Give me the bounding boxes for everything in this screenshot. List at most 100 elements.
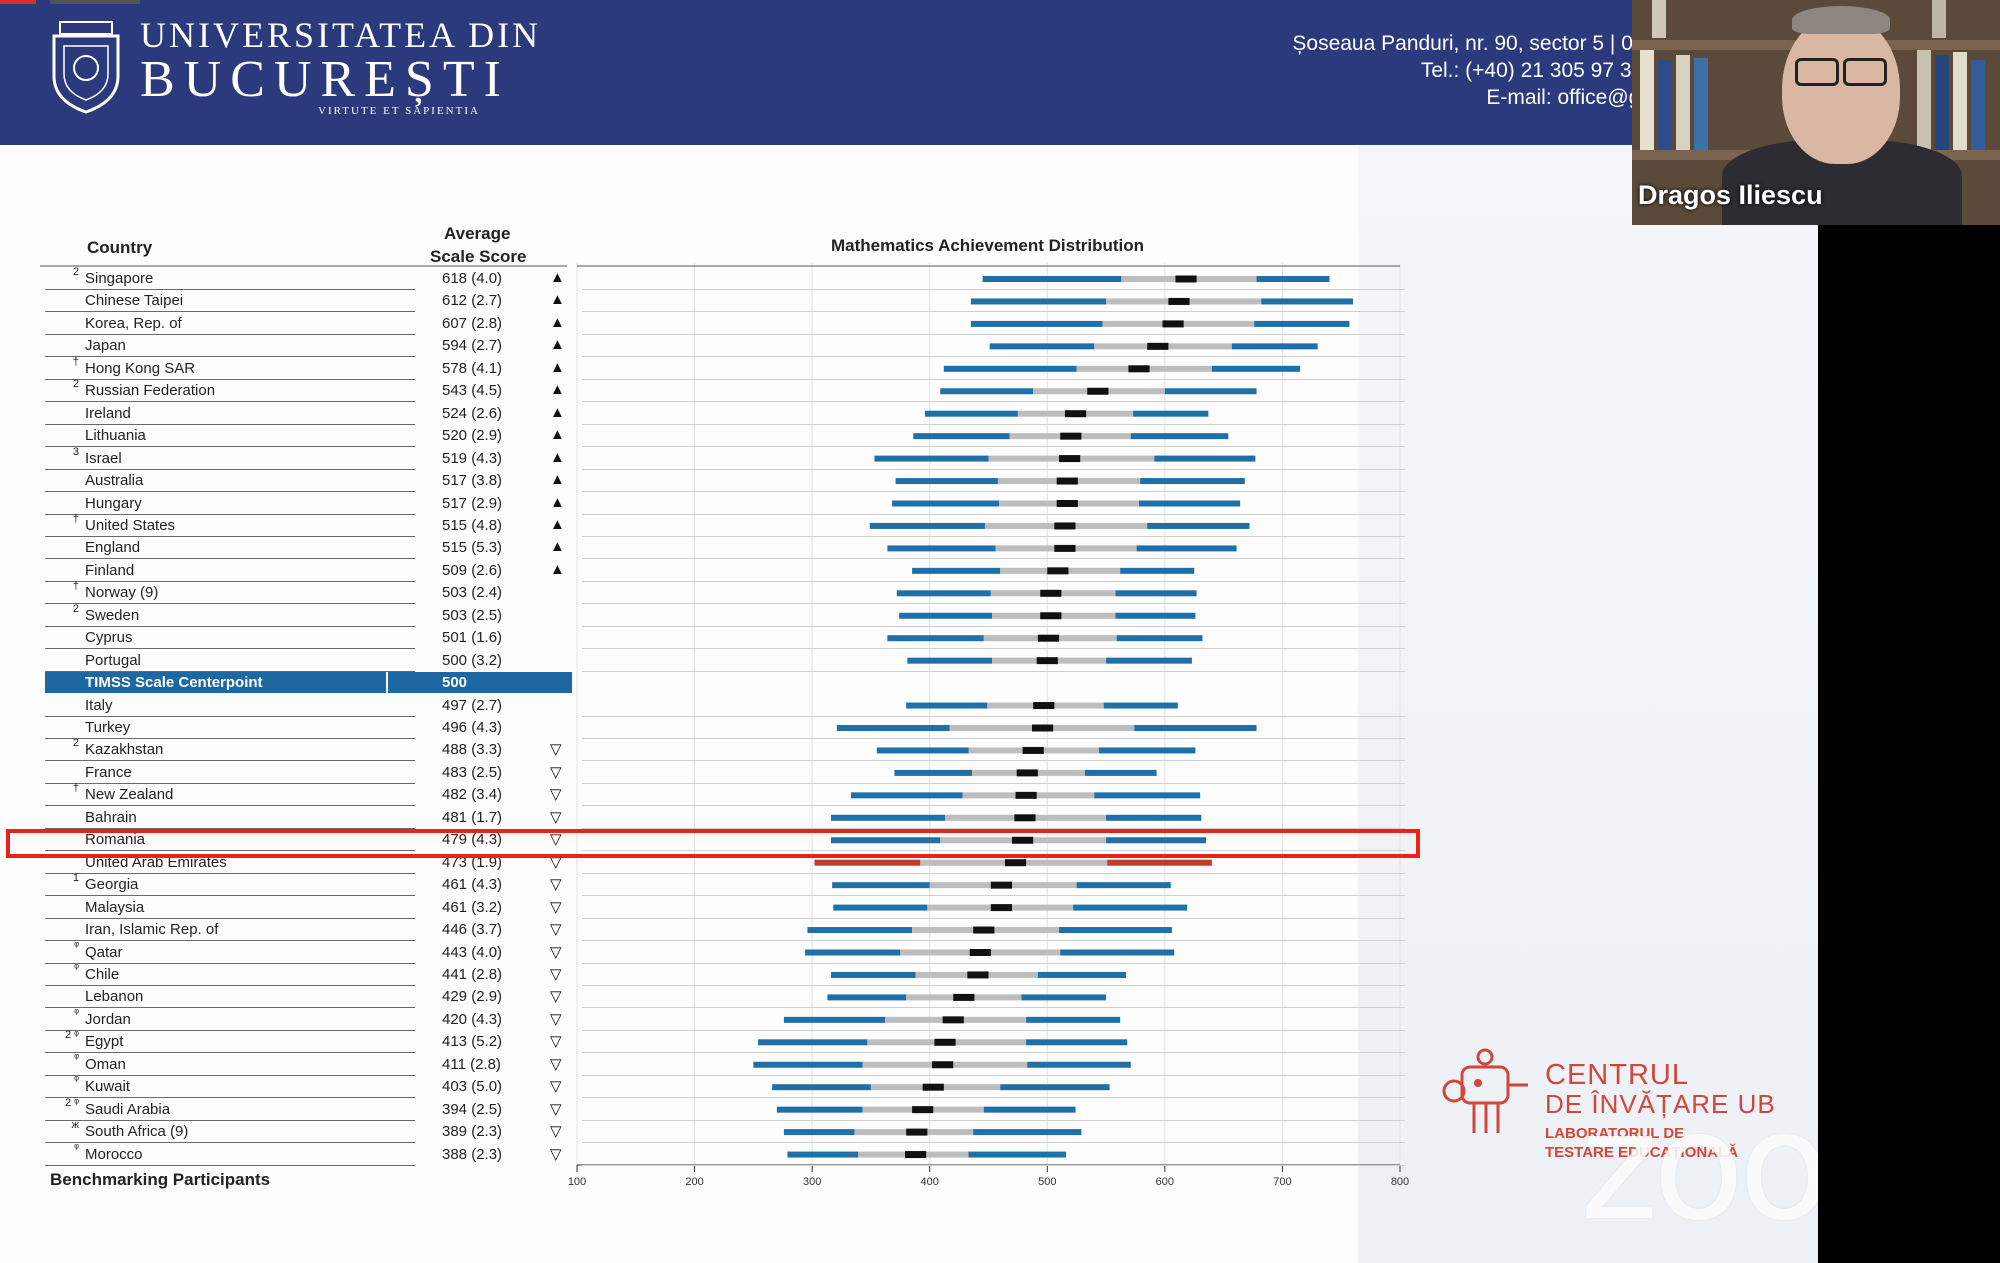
- country-name: Iran, Islamic Rep. of: [85, 921, 219, 939]
- row-divider: [45, 423, 415, 425]
- average-score: 500 (3.2): [442, 651, 503, 669]
- country-name: Qatar: [85, 943, 123, 961]
- book: [1652, 0, 1666, 38]
- table-note: ᵠ: [74, 1006, 79, 1019]
- country-name: Israel: [85, 449, 122, 467]
- average-score: 503 (2.5): [442, 606, 503, 624]
- glasses-right: [1843, 58, 1887, 86]
- average-score: 509 (2.6): [442, 561, 503, 579]
- slide-background-graphic: [1358, 140, 1818, 1263]
- x-tick-label: 700: [1273, 1176, 1291, 1188]
- percentile-75-95-bar: [1138, 500, 1241, 507]
- country-name: South Africa (9): [85, 1123, 189, 1141]
- significance-icon: ▲: [550, 358, 565, 376]
- average-score: 497 (2.7): [442, 696, 503, 714]
- table-note: 2: [72, 737, 79, 750]
- university-header: UNIVERSITATEA DIN BUCUREȘTI VIRTUTE ET S…: [0, 0, 1818, 145]
- row-divider: [45, 333, 415, 335]
- percentile-75-95-bar: [1133, 410, 1209, 417]
- percentile-5-25-bar: [814, 859, 921, 866]
- significance-icon: ▲: [550, 426, 565, 444]
- row-divider: [45, 513, 415, 515]
- top-tab-strip: [50, 0, 140, 4]
- table-row: Ireland 524 (2.6) ▲: [45, 403, 1405, 425]
- percentile-75-95-bar: [1154, 455, 1256, 462]
- percentile-75-95-bar: [1136, 545, 1237, 552]
- percentile-75-95-bar: [1059, 927, 1172, 934]
- mean-marker: [1162, 320, 1184, 328]
- row-divider: [45, 895, 415, 897]
- centerpoint-highlight: [45, 672, 572, 694]
- row-divider: [45, 491, 415, 493]
- plot-row-line: [582, 491, 1405, 493]
- average-score: 479 (4.3): [442, 831, 503, 849]
- participant-video-tile[interactable]: Dragos Iliescu: [1632, 0, 2000, 225]
- plot-row-line: [582, 1119, 1405, 1121]
- significance-icon: ▽: [550, 1123, 562, 1141]
- table-row: Lithuania 520 (2.9) ▲: [45, 425, 1405, 448]
- plot-row-line: [582, 1164, 1405, 1166]
- percentile-5-25-bar: [940, 388, 1034, 395]
- plot-row-line: [582, 535, 1405, 537]
- significance-icon: ▲: [550, 291, 565, 309]
- significance-icon: ▽: [550, 808, 562, 826]
- plot-row-line: [582, 670, 1405, 672]
- mean-marker: [1059, 455, 1081, 463]
- average-score: 488 (3.3): [442, 741, 503, 759]
- table-row: † United States 515 (4.8) ▲: [45, 513, 1405, 537]
- percentile-5-25-bar: [907, 657, 993, 664]
- mean-marker: [1015, 791, 1037, 799]
- book: [1676, 55, 1690, 150]
- country-name: Romania: [85, 831, 146, 849]
- percentile-5-25-bar: [783, 1016, 886, 1023]
- average-score: 517 (2.9): [442, 494, 503, 512]
- percentile-75-95-bar: [973, 1129, 1082, 1136]
- table-row: 2 Sweden 503 (2.5): [45, 603, 1405, 627]
- country-name: Cyprus: [85, 629, 133, 647]
- table-note: ж: [71, 1119, 79, 1132]
- plot-row-line: [582, 962, 1405, 964]
- table-note: 2: [72, 266, 79, 278]
- average-score: 403 (5.0): [442, 1078, 503, 1096]
- percentile-75-95-bar: [1164, 388, 1257, 395]
- percentile-5-25-bar: [807, 927, 913, 934]
- country-name: Egypt: [85, 1033, 124, 1051]
- row-divider: [45, 984, 415, 986]
- table-row: Romania 479 (4.3) ▽: [45, 829, 1405, 852]
- percentile-5-25-bar: [830, 971, 916, 978]
- table-note: ᵠ: [74, 961, 79, 974]
- row-divider: [45, 401, 415, 403]
- plot-row-line: [582, 468, 1405, 470]
- country-name: Chile: [85, 965, 120, 983]
- significance-icon: ▲: [550, 471, 565, 489]
- average-header-line1: Average: [444, 224, 511, 243]
- plot-row-line: [582, 760, 1405, 762]
- row-divider: [45, 648, 415, 650]
- book: [1917, 50, 1931, 150]
- table-row: 2 ᵠ Saudi Arabia 394 (2.5) ▽: [45, 1097, 1405, 1121]
- table-row: ж South Africa (9) 389 (2.3) ▽: [45, 1119, 1405, 1144]
- table-note: ᵠ: [74, 1074, 79, 1087]
- row-divider: [45, 580, 415, 582]
- mean-marker: [942, 1016, 964, 1024]
- country-name: Sweden: [85, 606, 140, 624]
- significance-icon: ▲: [550, 560, 565, 578]
- mean-marker: [1016, 769, 1038, 777]
- country-name: England: [85, 539, 141, 557]
- average-score: 389 (2.3): [442, 1123, 503, 1141]
- percentile-75-95-bar: [1254, 320, 1350, 327]
- average-score: 594 (2.7): [442, 337, 503, 355]
- table-note: 3: [72, 445, 79, 458]
- x-tick-label: 400: [921, 1176, 939, 1188]
- table-row: ᵠ Qatar 443 (4.0) ▽: [45, 940, 1405, 964]
- robot-logo-icon: [1442, 1048, 1528, 1133]
- plot-row-line: [582, 1142, 1405, 1144]
- percentile-75-95-bar: [1060, 949, 1175, 956]
- average-score: 501 (1.6): [442, 629, 503, 647]
- country-name: Norway (9): [85, 584, 159, 602]
- x-tick-label: 800: [1391, 1176, 1409, 1188]
- timss-chart: 100 200 300 400 500 600 700 800 Country Average…: [40, 215, 1420, 1190]
- significance-icon: ▲: [550, 515, 565, 533]
- significance-icon: ▲: [550, 336, 565, 354]
- row-divider: [45, 760, 415, 762]
